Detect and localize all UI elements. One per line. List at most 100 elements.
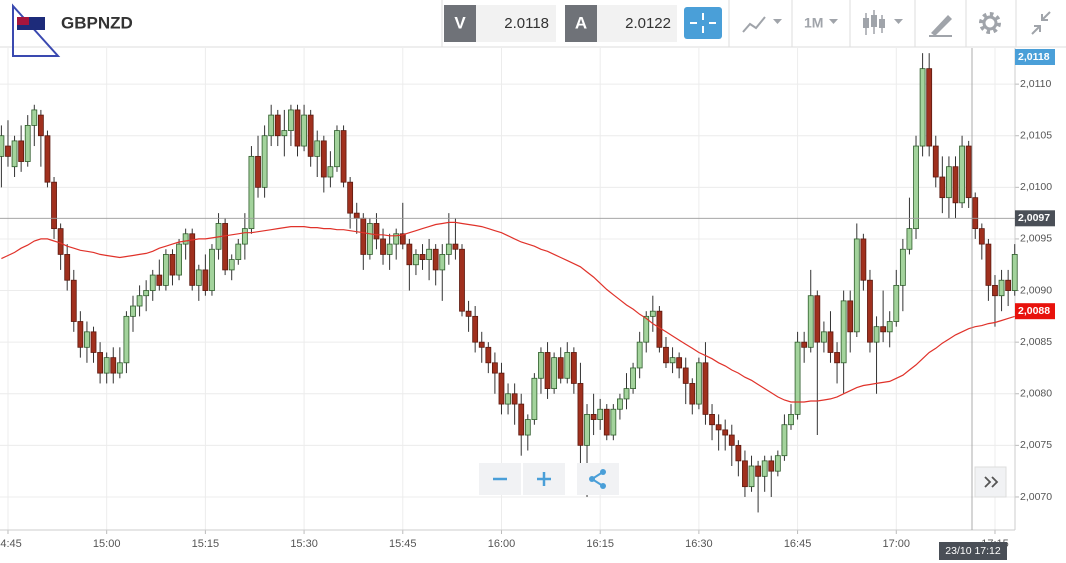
candle-body	[498, 372, 505, 405]
candle-body	[702, 362, 709, 415]
ask-price: 2.0122	[625, 15, 671, 32]
chart-type-menu[interactable]	[742, 16, 782, 33]
candle-body	[301, 114, 307, 147]
settings[interactable]	[979, 12, 1001, 34]
candle-body	[821, 331, 827, 343]
crosshair-icon	[690, 13, 716, 33]
y-tick-label: 2,0085	[1020, 336, 1052, 348]
candle-body	[366, 223, 373, 255]
candle-icon-body	[879, 19, 885, 28]
share[interactable]	[577, 463, 619, 495]
ask-badge	[565, 5, 597, 42]
scroll-to-end[interactable]	[974, 466, 1007, 498]
logo[interactable]	[12, 3, 61, 57]
share-dot	[589, 476, 595, 482]
candle-body	[709, 414, 715, 426]
price-label: 2,0118	[1018, 51, 1050, 63]
candle-body	[70, 279, 77, 322]
x-tick-label: 16:30	[685, 538, 713, 550]
price-label: 2,0097	[1018, 212, 1050, 224]
y-tick-label: 2,0110	[1020, 78, 1051, 90]
share-dot	[600, 483, 606, 489]
candle-body	[413, 254, 419, 266]
x-tick-label: 16:45	[784, 538, 812, 550]
candle-body	[57, 228, 64, 255]
price-label-bg	[1015, 303, 1055, 320]
candle-body	[182, 233, 189, 245]
candle-body	[485, 346, 492, 364]
candle-body	[886, 321, 893, 333]
candle-body	[761, 460, 768, 477]
candle-body	[64, 254, 71, 281]
candle-body	[544, 352, 551, 389]
bid-label: V	[454, 13, 466, 32]
candle-body	[334, 130, 340, 168]
candle-body	[959, 145, 965, 204]
x-tick-label: 15:15	[192, 538, 220, 550]
plus-icon	[537, 472, 551, 486]
candle-body	[939, 176, 946, 199]
collapse[interactable]	[1031, 11, 1051, 35]
candle-body	[1011, 254, 1018, 291]
candle-body	[452, 243, 459, 250]
candle-body	[360, 217, 367, 255]
candle-body	[511, 393, 518, 405]
candle-body	[919, 68, 926, 147]
candle-body	[5, 145, 11, 157]
candle-body	[630, 367, 636, 389]
plot: 2,0070 2,0075 2,0080 2,0085 2,0090 2,0095 2,01…	[0, 48, 1055, 560]
candle-body	[189, 233, 196, 286]
candle-body	[11, 140, 18, 168]
logo-triangle	[12, 3, 61, 57]
candle-body	[149, 274, 156, 291]
candle-body	[162, 254, 169, 286]
candle-body	[491, 362, 498, 374]
flag-part	[17, 17, 29, 25]
crosshair-button[interactable]	[684, 7, 722, 39]
y-tick-label: 2,0095	[1020, 233, 1052, 245]
ask-label: A	[575, 13, 587, 32]
x-tick-label: 16:00	[488, 538, 516, 550]
line-icon	[742, 16, 766, 33]
candle-body	[952, 166, 959, 204]
candle-menu[interactable]	[863, 10, 903, 35]
y-tick-label: 2,0105	[1020, 130, 1052, 142]
candle-body	[913, 145, 919, 230]
draw-tool[interactable]	[929, 15, 952, 37]
candle-body	[116, 362, 123, 374]
candle-body	[37, 114, 44, 137]
candle-body	[399, 233, 406, 245]
candle-body	[505, 393, 511, 405]
candle-body	[103, 357, 110, 374]
candle-body	[617, 398, 623, 410]
ask-box	[597, 5, 677, 42]
candle-body	[307, 114, 314, 157]
dropdown-arrow	[894, 19, 903, 24]
candle-body	[603, 408, 610, 436]
candle-body	[524, 419, 531, 436]
candle-body	[755, 465, 761, 477]
candle-body	[202, 269, 209, 291]
candle-body	[663, 346, 669, 364]
gear-teeth	[979, 12, 1001, 34]
candle-body	[110, 357, 117, 374]
candle-body	[834, 352, 840, 364]
candle-body	[965, 145, 972, 199]
timeframe-menu[interactable]: 1M	[804, 15, 838, 31]
candle-body	[899, 248, 906, 286]
candle-body	[538, 352, 544, 379]
candle-body	[676, 357, 683, 369]
bid-badge	[444, 5, 476, 42]
candle-body	[347, 181, 354, 214]
candle-body	[51, 181, 57, 230]
y-tick-label: 2,0090	[1020, 284, 1052, 296]
candle-body	[531, 377, 538, 420]
candle-body	[0, 135, 5, 157]
y-tick-label: 2,0075	[1020, 439, 1052, 451]
candle-body	[807, 295, 814, 348]
price-label-bg	[1015, 49, 1055, 65]
candle-body	[222, 223, 229, 271]
candle-body	[735, 444, 742, 462]
candle-body	[926, 68, 933, 147]
candle-body	[649, 310, 656, 317]
